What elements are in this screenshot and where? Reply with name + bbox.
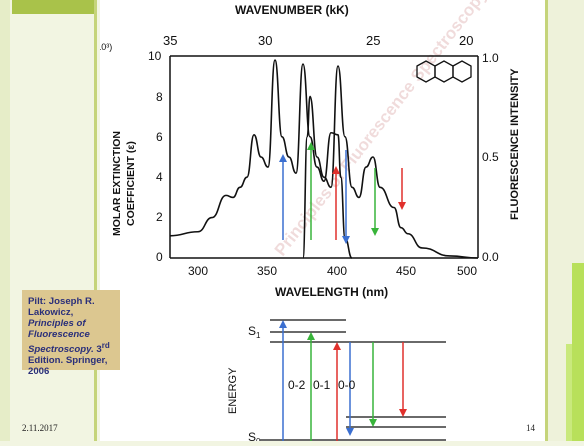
- right-accent-bar: [572, 263, 584, 441]
- left-ticks: 10 8 6 4 2 0: [148, 49, 163, 264]
- emission-curve: [302, 65, 479, 259]
- left-separator-line: [94, 0, 97, 441]
- blue-emission-head: [346, 428, 354, 436]
- right-tick: 0.5: [482, 150, 499, 164]
- top-tick: 30: [258, 33, 272, 48]
- left-axis-label-2: COEFFICIENT (ε): [125, 141, 137, 226]
- citation-edition-num: 3: [93, 344, 102, 356]
- transition-arrows: [279, 320, 407, 441]
- top-ticks: 35 30 25 20: [163, 33, 473, 48]
- bottom-tick: 350: [257, 264, 277, 278]
- footer-date: 2.11.2017: [22, 423, 58, 433]
- top-tick: 35: [163, 33, 177, 48]
- top-tick: 20: [459, 33, 473, 48]
- citation-box: Pilt: Joseph R. Lakowicz, Principles of …: [22, 290, 120, 377]
- right-axis-label: FLUORESCENCE INTENSITY: [509, 68, 521, 220]
- citation-edition-sup: rd: [101, 341, 110, 350]
- s1-label: S1: [248, 324, 261, 340]
- bottom-tick: 300: [188, 264, 208, 278]
- red-emission-head: [399, 409, 407, 417]
- bottom-ticks: 300 350 400 450 500: [188, 264, 477, 278]
- s0-label: S0: [248, 430, 261, 441]
- left-margin-band: [0, 0, 10, 441]
- transition-label-0-2: 0-2: [288, 378, 306, 392]
- red-arrow-abs-head: [332, 166, 340, 174]
- left-tick: 0: [156, 250, 163, 264]
- bottom-axis-label: WAVELENGTH (nm): [275, 285, 388, 299]
- spectra-curves: [169, 59, 479, 259]
- transition-label-0-0: 0-0: [338, 378, 356, 392]
- spectrum-arrows: [279, 142, 406, 244]
- top-axis-label: WAVENUMBER (kK): [235, 3, 349, 17]
- left-tick: 6: [156, 130, 163, 144]
- left-tick: 10: [148, 49, 162, 63]
- energy-levels: [260, 319, 446, 441]
- right-tick: 0.0: [482, 250, 499, 264]
- citation-suffix: Edition. Springer, 2006: [28, 355, 108, 378]
- transition-label-0-1: 0-1: [313, 378, 331, 392]
- bottom-tick: 450: [396, 264, 416, 278]
- blue-transition-head: [279, 320, 287, 328]
- green-emission-head: [369, 419, 377, 427]
- right-tick: 1.0: [482, 51, 499, 65]
- absorption-curve: [169, 59, 353, 259]
- red-arrow-em-head: [398, 202, 406, 210]
- bottom-tick: 400: [327, 264, 347, 278]
- anthracene-structure-icon: [416, 60, 472, 83]
- left-tick: 2: [156, 210, 163, 224]
- top-tick: 25: [366, 33, 380, 48]
- spectrum-svg: Principles of Fluorescence Spectroscopy …: [88, 0, 521, 446]
- left-axis-label-1: MOLAR EXTINCTION: [111, 131, 123, 236]
- spectrum-figure: Principles of Fluorescence Spectroscopy …: [88, 0, 545, 446]
- blue-arrow-head: [279, 154, 287, 162]
- bottom-tick: 500: [457, 264, 477, 278]
- red-transition-head: [333, 342, 341, 350]
- green-arrow-em-head: [371, 228, 379, 236]
- citation-title: Principles of Fluorescence Spectroscopy.: [28, 318, 94, 356]
- energy-label: ENERGY: [227, 367, 239, 414]
- top-accent-bar: [12, 0, 94, 14]
- green-arrow-head: [307, 142, 315, 150]
- green-transition-head: [307, 332, 315, 340]
- left-multiplier: (×10³): [100, 42, 112, 52]
- left-tick: 8: [156, 90, 163, 104]
- page-number: 14: [526, 423, 535, 433]
- right-accent-bar-small: [566, 344, 572, 441]
- right-separator-line: [545, 0, 548, 441]
- left-tick: 4: [156, 170, 163, 184]
- blue-arrow-em-head: [342, 236, 350, 244]
- citation-prefix: Pilt: Joseph R. Lakowicz,: [28, 296, 95, 318]
